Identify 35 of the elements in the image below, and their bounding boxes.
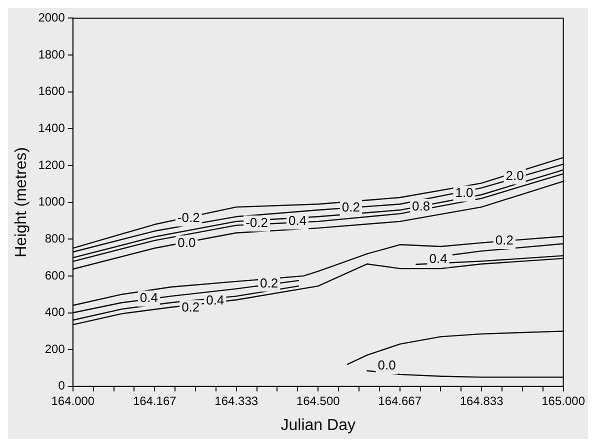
- y-tick-label: 1800: [38, 47, 66, 62]
- x-tick-label: 164.000: [51, 394, 95, 408]
- y-tick-label: 0: [58, 378, 66, 393]
- x-tick-label: 164.333: [214, 394, 258, 408]
- y-tick-label: 2000: [38, 10, 66, 25]
- x-tick-label: 165.000: [542, 394, 586, 408]
- annotation: 0.2: [182, 300, 200, 315]
- x-tick-label: 164.833: [460, 394, 504, 408]
- x-tick-label: 164.167: [132, 394, 177, 408]
- annotation: 0.4: [140, 290, 158, 306]
- y-tick-label: 400: [44, 305, 66, 320]
- annotation: -0.2: [246, 215, 268, 230]
- annotation: 0.8: [412, 198, 430, 214]
- annotation: 0.2: [495, 232, 514, 248]
- y-tick-label: 1200: [38, 158, 66, 172]
- annotation: 0.2: [260, 275, 278, 290]
- annotation: 0.0: [378, 358, 396, 373]
- annotation: 0.4: [288, 213, 307, 228]
- x-tick-label: 164.500: [296, 394, 340, 408]
- y-tick-label: 1600: [38, 84, 66, 98]
- annotation: 1.0: [455, 185, 474, 200]
- annotation: 0.4: [206, 292, 224, 308]
- y-tick-label: 1400: [38, 120, 66, 135]
- annotation: 0.2: [342, 200, 360, 215]
- y-tick-label: 200: [44, 342, 66, 356]
- annotation: 0.0: [178, 234, 196, 250]
- x-tick-label: 164.667: [378, 394, 422, 408]
- y-tick-label: 800: [44, 231, 66, 246]
- annotation: 2.0: [506, 168, 524, 184]
- annotation: -0.2: [177, 210, 200, 226]
- y-axis-title: Height (metres): [13, 147, 30, 258]
- annotation: 0.4: [429, 250, 448, 266]
- y-tick-label: 1000: [38, 194, 66, 209]
- y-tick-label: 600: [44, 268, 66, 282]
- x-axis-title: Julian Day: [280, 416, 356, 434]
